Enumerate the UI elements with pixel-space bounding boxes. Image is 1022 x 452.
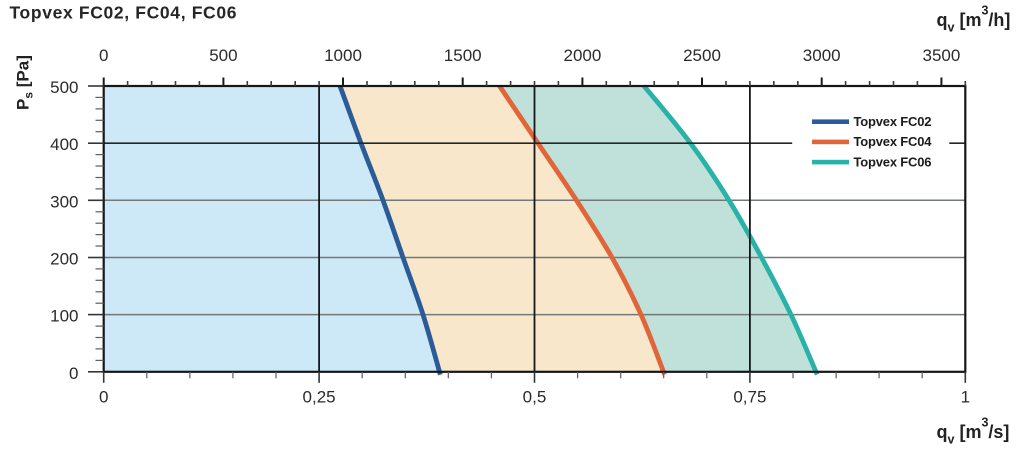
svg-text:2000: 2000 <box>563 46 601 65</box>
svg-text:2500: 2500 <box>683 46 721 65</box>
svg-text:0,75: 0,75 <box>733 388 766 407</box>
svg-text:1000: 1000 <box>324 46 362 65</box>
svg-text:100: 100 <box>50 307 78 326</box>
svg-text:Topvex FC04: Topvex FC04 <box>854 134 933 149</box>
svg-text:Ps [Pa]: Ps [Pa] <box>14 55 36 110</box>
svg-text:3500: 3500 <box>922 46 960 65</box>
svg-text:400: 400 <box>50 135 78 154</box>
svg-text:Topvex FC02, FC04, FC06: Topvex FC02, FC04, FC06 <box>10 3 238 23</box>
svg-text:Topvex FC02: Topvex FC02 <box>854 114 932 129</box>
svg-text:0: 0 <box>69 364 78 383</box>
svg-text:200: 200 <box>50 250 78 269</box>
svg-text:1500: 1500 <box>444 46 482 65</box>
svg-text:Topvex FC06: Topvex FC06 <box>854 154 932 169</box>
svg-text:0: 0 <box>99 46 108 65</box>
svg-text:500: 500 <box>209 46 237 65</box>
svg-text:3000: 3000 <box>803 46 841 65</box>
svg-text:0,25: 0,25 <box>303 388 336 407</box>
svg-text:1: 1 <box>961 388 970 407</box>
svg-text:0: 0 <box>99 388 108 407</box>
svg-text:0,5: 0,5 <box>523 388 547 407</box>
svg-text:500: 500 <box>50 78 78 97</box>
svg-text:300: 300 <box>50 192 78 211</box>
